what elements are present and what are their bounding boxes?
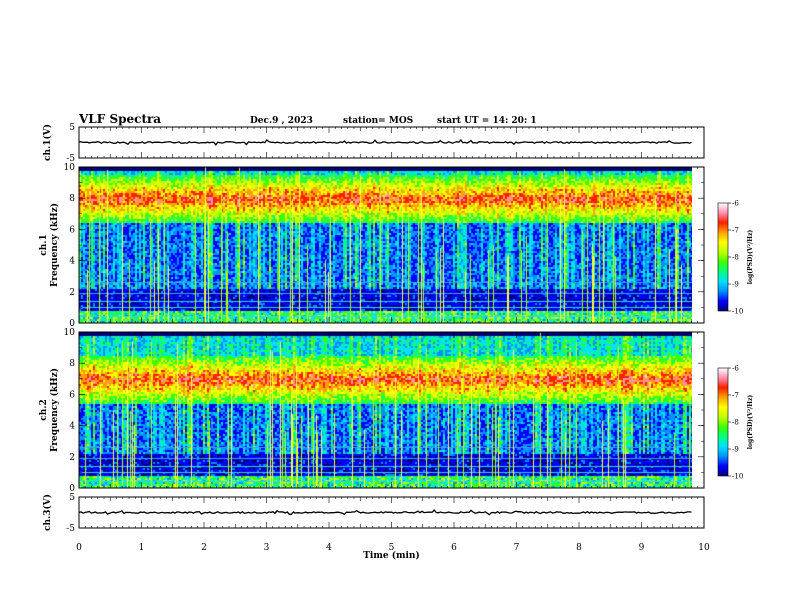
y-tick-label: 6 [69,390,75,400]
x-tick-label: 1 [139,543,145,553]
x-tick-label: 8 [576,543,582,553]
y-axis-label: Frequency (kHz) [49,368,60,452]
ch3-waveform-panel: 5 -5 ch.3(V) [42,493,705,534]
y-tick-label: 10 [64,163,76,173]
x-tick-label: 7 [514,543,520,553]
y-tick-label: 2 [69,288,75,298]
colorbar-bar [717,367,729,477]
y-tick-label: 4 [69,257,75,267]
y-axis-label: Frequency (kHz) [49,203,60,287]
ch2-spectrogram-panel: 0 2 4 6 8 10 ch.2 Frequency (kHz) [39,328,705,494]
colorbar-tick-label: -8 [732,254,739,262]
colorbar-tick-label: -10 [732,473,743,481]
x-tick-label: 2 [201,543,207,553]
y-tick-label: 10 [64,328,76,338]
channel-label: ch.2 [39,399,49,420]
colorbar-bar [717,202,729,312]
y-tick-label: 4 [69,422,75,432]
x-tick-label: 5 [389,543,395,553]
y-tick-label: 8 [69,359,75,369]
colorbar-tick-label: -9 [732,281,739,289]
colorbar-label: log(PSD)(V²/Hz) [747,395,754,450]
x-tick-label: 3 [264,543,270,553]
ch1-spectrogram-panel: 0 2 4 6 8 10 ch.1 Frequency (kHz) [39,163,705,329]
channel-label: ch.1 [39,234,49,255]
x-tick-label: 6 [451,543,457,553]
x-tick-label: 4 [326,543,332,553]
header-station: station= MOS [343,116,413,126]
time-axis: 0 1 2 3 4 5 6 7 8 9 10 Time (min) [76,543,710,561]
waveform-trace [78,138,692,146]
colorbar-tick-label: -10 [732,308,743,316]
colorbar-label: log(PSD)(V²/Hz) [747,230,754,285]
colorbar-tick-label: -8 [732,419,739,427]
y-axis-label: ch.1(V) [42,124,53,161]
colorbar-tick-label: -9 [732,446,739,454]
x-tick-label: 10 [698,543,710,553]
spectrogram-image [79,167,692,323]
y-tick-label: 8 [69,194,75,204]
colorbar-tick-label: -6 [732,365,739,373]
y-tick-label: -5 [66,154,75,164]
y-tick-label: 0 [69,319,75,329]
x-tick-label: 0 [76,543,82,553]
y-tick-label: -5 [66,524,75,534]
y-tick-label: 5 [69,493,75,503]
colorbar-tick-label: -6 [732,200,739,208]
y-tick-label: 2 [69,453,75,463]
ch2-colorbar: -6 -7 -8 -9 -10 log(PSD)(V²/Hz) [717,365,754,481]
figure-title: VLF Spectra [78,112,161,126]
ch1-colorbar: -6 -7 -8 -9 -10 log(PSD)(V²/Hz) [717,200,754,316]
y-tick-label: 5 [69,123,75,133]
y-axis-label: ch.3(V) [42,494,53,531]
waveform-trace [78,509,692,516]
colorbar-tick-label: -7 [732,227,739,235]
x-axis-label: Time (min) [363,550,420,561]
header-start-time: start UT = 14: 20: 1 [437,116,537,126]
y-tick-label: 0 [69,484,75,494]
spectrogram-image [79,332,692,488]
x-tick-label: 9 [639,543,645,553]
ch1-waveform-panel: 5 -5 ch.1(V) [42,123,705,164]
header-date: Dec.9 , 2023 [250,116,313,126]
y-tick-label: 6 [69,225,75,235]
colorbar-tick-label: -7 [732,392,739,400]
